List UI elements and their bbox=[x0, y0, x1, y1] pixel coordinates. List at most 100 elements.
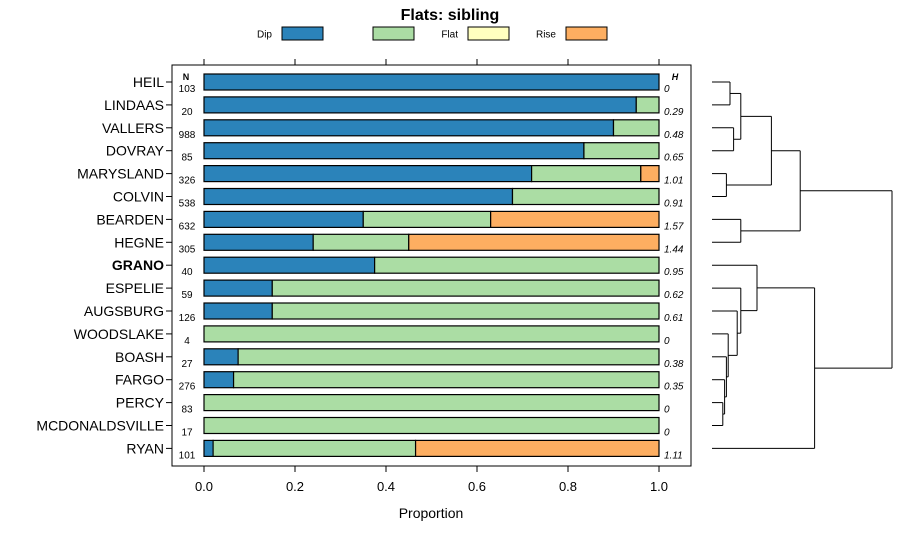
row-label-mcdonaldsville: MCDONALDSVILLE bbox=[36, 418, 164, 434]
n-value: 538 bbox=[179, 199, 196, 210]
row-label-fargo: FARGO bbox=[115, 372, 164, 388]
h-value: 0.35 bbox=[664, 382, 684, 393]
bar-marysland-dip bbox=[203, 165, 533, 183]
bar-fargo-talf bbox=[232, 371, 660, 389]
bar-bearden-talf bbox=[362, 210, 492, 228]
h-value: 0.62 bbox=[664, 290, 684, 301]
bar-hegne-talf bbox=[312, 233, 410, 251]
n-value: 4 bbox=[184, 336, 190, 347]
bar-vallers-talf bbox=[612, 119, 660, 137]
row-label-bearden: BEARDEN bbox=[96, 211, 164, 227]
x-tick-label: 0.8 bbox=[559, 479, 577, 494]
x-tick-label: 1.0 bbox=[650, 479, 668, 494]
h-value: 0 bbox=[664, 428, 670, 439]
n-value: 20 bbox=[181, 107, 193, 118]
h-value: 1.57 bbox=[664, 221, 684, 232]
row-label-hegne: HEGNE bbox=[114, 234, 164, 250]
x-axis-label: Proportion bbox=[399, 505, 464, 521]
bar-rows: HEIL 103 0 LINDAAS 20 0.29 VALLERS 988 0.48 DOVRA… bbox=[36, 73, 684, 461]
bar-dovray-talf bbox=[583, 142, 660, 160]
bar-grano-dip bbox=[203, 256, 376, 274]
bar-lindaas-dip bbox=[203, 96, 637, 114]
n-value: 27 bbox=[181, 359, 193, 370]
bar-ryan-rise bbox=[414, 439, 660, 457]
row-label-boash: BOASH bbox=[115, 349, 164, 365]
bar-augsburg-talf bbox=[271, 302, 660, 320]
n-column-header: N bbox=[183, 72, 190, 82]
n-value: 632 bbox=[179, 221, 196, 232]
legend-swatch-talf bbox=[372, 26, 415, 41]
bar-hegne-rise bbox=[408, 233, 660, 251]
h-value: 0.95 bbox=[664, 267, 684, 278]
bar-espelie-talf bbox=[271, 279, 660, 297]
legend: DipTalfFlatRise bbox=[257, 26, 608, 41]
x-axis: 0.0 0.2 0.4 0.6 0.8 1.0 bbox=[166, 59, 668, 494]
row-label-ryan: RYAN bbox=[126, 440, 164, 456]
h-value: 1.01 bbox=[664, 176, 683, 187]
bar-espelie-dip bbox=[203, 279, 273, 297]
n-value: 276 bbox=[179, 382, 196, 393]
n-value: 83 bbox=[181, 405, 193, 416]
n-value: 126 bbox=[179, 313, 196, 324]
bar-heil-dip bbox=[203, 73, 660, 91]
bar-colvin-dip bbox=[203, 187, 514, 206]
legend-swatch-rise bbox=[565, 26, 608, 41]
row-label-woodslake: WOODSLAKE bbox=[74, 326, 164, 342]
bar-lindaas-talf bbox=[635, 96, 660, 114]
dendrogram bbox=[712, 81, 893, 449]
row-label-percy: PERCY bbox=[116, 395, 165, 411]
legend-swatch-dip bbox=[281, 26, 324, 41]
bar-percy-talf bbox=[203, 394, 660, 412]
h-value: 1.11 bbox=[664, 450, 683, 461]
bar-bearden-dip bbox=[203, 210, 364, 228]
row-label-dovray: DOVRAY bbox=[106, 143, 165, 159]
bar-colvin-talf bbox=[511, 187, 660, 206]
bar-dovray-dip bbox=[203, 142, 585, 160]
bar-hegne-dip bbox=[203, 233, 314, 251]
n-value: 988 bbox=[179, 130, 196, 141]
row-label-vallers: VALLERS bbox=[102, 120, 164, 136]
h-value: 0.61 bbox=[664, 313, 683, 324]
bar-boash-talf bbox=[237, 348, 660, 366]
h-value: 1.44 bbox=[664, 244, 684, 255]
bar-ryan-talf bbox=[212, 439, 417, 457]
h-value: 0 bbox=[664, 84, 670, 95]
legend-label-rise: Rise bbox=[536, 30, 556, 41]
row-label-heil: HEIL bbox=[133, 74, 164, 90]
bar-boash-dip bbox=[203, 348, 239, 366]
row-label-grano: GRANO bbox=[112, 257, 164, 273]
n-value: 326 bbox=[179, 176, 196, 187]
bar-mcdonaldsville-talf bbox=[203, 416, 660, 435]
legend-label-dip: Dip bbox=[257, 30, 272, 41]
x-tick-label: 0.2 bbox=[286, 479, 304, 494]
row-label-colvin: COLVIN bbox=[113, 189, 164, 205]
n-value: 85 bbox=[181, 153, 193, 164]
h-value: 0.29 bbox=[664, 107, 684, 118]
bar-woodslake-talf bbox=[203, 325, 660, 343]
bar-bearden-rise bbox=[490, 210, 660, 228]
n-value: 103 bbox=[179, 84, 196, 95]
n-value: 17 bbox=[181, 428, 193, 439]
x-tick-label: 0.4 bbox=[377, 479, 395, 494]
x-tick-label: 0.0 bbox=[195, 479, 213, 494]
h-value: 0.48 bbox=[664, 130, 684, 141]
n-value: 305 bbox=[179, 244, 196, 255]
chart-title: Flats: sibling bbox=[401, 7, 500, 24]
row-label-espelie: ESPELIE bbox=[106, 280, 164, 296]
bar-augsburg-dip bbox=[203, 302, 273, 320]
x-tick-label: 0.6 bbox=[468, 479, 486, 494]
h-value: 0 bbox=[664, 336, 670, 347]
h-value: 0.91 bbox=[664, 199, 683, 210]
legend-swatch-flat bbox=[467, 26, 510, 41]
bar-ryan-dip bbox=[203, 439, 214, 457]
legend-label-flat: Flat bbox=[441, 30, 458, 41]
bar-marysland-rise bbox=[640, 165, 660, 183]
n-value: 59 bbox=[181, 290, 193, 301]
n-value: 101 bbox=[179, 450, 196, 461]
h-column-header: H bbox=[672, 72, 679, 82]
row-label-augsburg: AUGSBURG bbox=[84, 303, 164, 319]
row-label-marysland: MARYSLAND bbox=[77, 166, 164, 182]
bar-grano-talf bbox=[374, 256, 660, 274]
bar-fargo-dip bbox=[203, 371, 235, 389]
